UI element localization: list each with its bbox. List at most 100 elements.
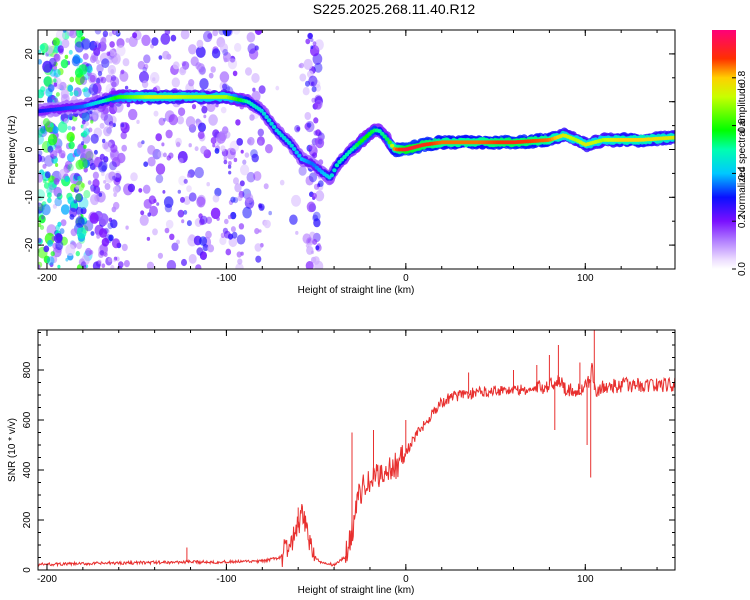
noise-blob xyxy=(312,256,320,265)
noise-blob xyxy=(69,214,75,220)
noise-blob xyxy=(305,175,314,186)
noise-blob xyxy=(86,65,93,74)
noise-blob xyxy=(254,228,260,235)
noise-blob xyxy=(196,39,204,48)
noise-blob xyxy=(233,177,239,185)
noise-blob xyxy=(313,130,318,136)
noise-blob xyxy=(246,138,252,145)
noise-blob xyxy=(180,196,185,203)
noise-blob xyxy=(229,148,236,156)
noise-blob xyxy=(224,230,231,239)
noise-blob xyxy=(177,209,185,218)
noise-blob xyxy=(102,30,109,37)
noise-blob xyxy=(116,152,126,164)
noise-blob xyxy=(312,152,318,159)
noise-blob xyxy=(188,44,197,55)
noise-blob xyxy=(258,85,266,94)
x-tick-label: -200 xyxy=(37,574,57,585)
noise-blob xyxy=(110,69,115,74)
noise-blob xyxy=(38,203,42,208)
noise-blob xyxy=(49,122,54,128)
ridge-core xyxy=(271,125,277,129)
noise-blob xyxy=(186,220,192,227)
noise-blob xyxy=(252,87,256,92)
noise-blob xyxy=(251,73,260,83)
noise-blob xyxy=(233,157,238,163)
ridge-core xyxy=(259,108,264,113)
noise-blob xyxy=(98,192,103,197)
noise-blob xyxy=(308,75,318,87)
noise-blob xyxy=(89,110,93,115)
noise-blob xyxy=(201,252,206,258)
noise-blob xyxy=(90,133,99,144)
ridge-core xyxy=(329,173,335,178)
noise-blob xyxy=(227,164,232,169)
noise-blob xyxy=(230,196,236,203)
noise-blob xyxy=(38,89,45,99)
noise-blob xyxy=(65,244,76,256)
noise-blob xyxy=(47,197,52,204)
noise-blob xyxy=(146,236,151,241)
noise-blob xyxy=(137,60,145,70)
noise-blob xyxy=(76,206,84,216)
noise-blob xyxy=(183,178,188,184)
noise-blob xyxy=(83,167,88,173)
noise-blob xyxy=(120,131,127,140)
noise-blob xyxy=(240,149,244,154)
colorbar-tick-label: 0.0 xyxy=(737,262,748,276)
noise-blob xyxy=(230,211,237,220)
y-tick-label: 0 xyxy=(22,567,33,573)
noise-blob xyxy=(38,189,46,201)
noise-blob xyxy=(176,239,180,245)
noise-blob xyxy=(41,204,51,216)
noise-blob xyxy=(140,210,145,216)
noise-blob xyxy=(312,238,318,245)
y-tick-label: 200 xyxy=(22,511,33,528)
noise-blob xyxy=(55,145,62,154)
y-tick-label: 10 xyxy=(24,96,35,108)
noise-blob xyxy=(103,252,108,257)
noise-blob xyxy=(108,171,117,181)
noise-blob xyxy=(50,251,55,257)
noise-blob xyxy=(157,151,164,158)
noise-blob xyxy=(165,219,174,229)
noise-blob xyxy=(310,38,314,42)
noise-blob xyxy=(82,159,90,169)
noise-blob xyxy=(219,71,230,83)
noise-blob xyxy=(248,48,259,60)
noise-blob xyxy=(166,155,172,161)
colorbar-gradient xyxy=(712,30,736,269)
ridge-core xyxy=(332,168,337,173)
noise-blob xyxy=(312,211,321,221)
noise-blob xyxy=(47,239,53,247)
noise-blob xyxy=(164,30,171,35)
noise-blob xyxy=(44,171,51,179)
noise-blob xyxy=(141,80,149,89)
noise-blob xyxy=(93,156,103,168)
noise-blob xyxy=(46,256,55,266)
noise-blob xyxy=(142,66,148,73)
noise-blob xyxy=(263,219,271,229)
noise-blob xyxy=(110,219,118,229)
noise-blob xyxy=(69,136,75,142)
noise-blob xyxy=(223,159,228,165)
noise-blob xyxy=(116,45,126,57)
noise-blob xyxy=(53,186,62,198)
noise-blob xyxy=(100,76,107,84)
ridge-core xyxy=(264,115,269,119)
noise-blob xyxy=(162,50,170,60)
noise-blob xyxy=(182,61,190,70)
colorbar: 0.0 0.2 0.4 0.6 0.8 Normalized spectral ampl… xyxy=(712,30,748,276)
noise-blob xyxy=(121,243,128,252)
noise-blob xyxy=(239,180,245,187)
noise-blob xyxy=(236,138,243,146)
noise-blob xyxy=(203,114,207,119)
noise-blob xyxy=(171,77,180,88)
noise-blob xyxy=(244,193,254,204)
noise-blob xyxy=(207,33,213,39)
noise-blob xyxy=(67,163,74,172)
noise-blob xyxy=(222,30,232,37)
ridge-core xyxy=(297,153,302,158)
noise-blob xyxy=(98,228,108,238)
noise-blob xyxy=(302,87,310,96)
